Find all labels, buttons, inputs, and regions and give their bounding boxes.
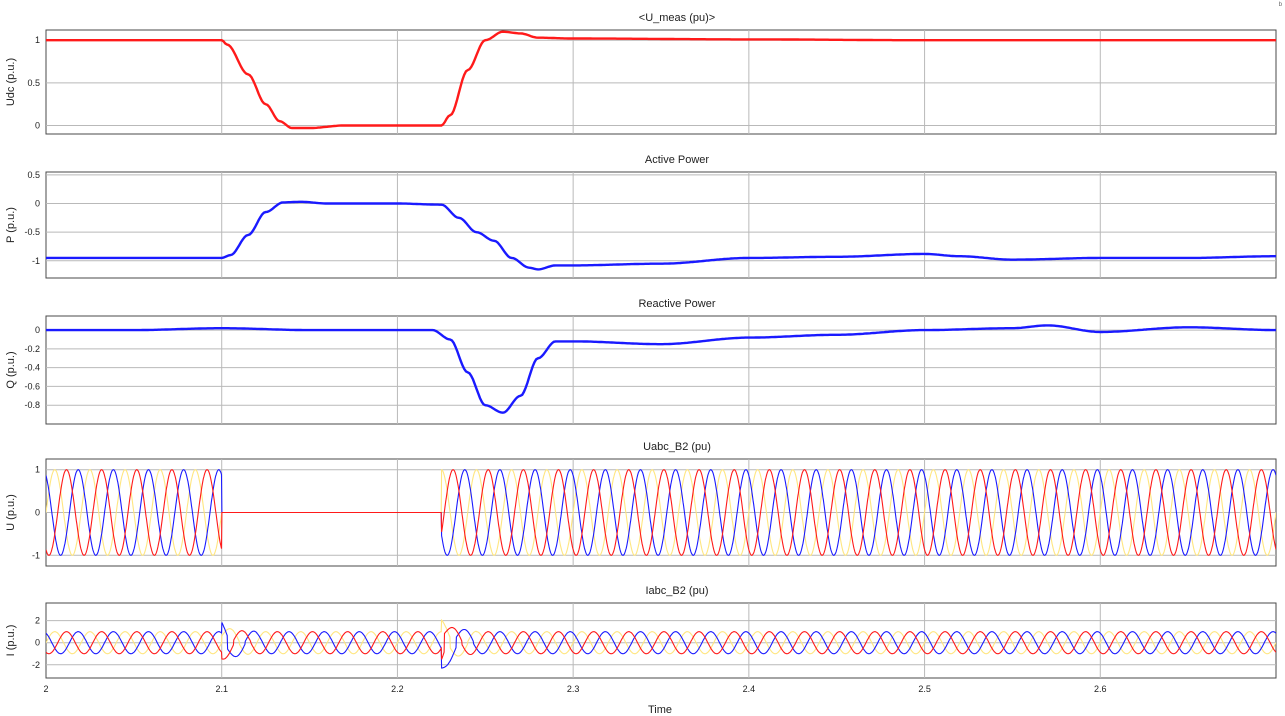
plot-area <box>45 602 1277 679</box>
x-tick-label: 2.3 <box>567 684 580 694</box>
y-tick-label: -0.5 <box>24 227 40 237</box>
phase-a-line <box>46 618 1276 657</box>
y-tick-label: -0.4 <box>24 363 40 373</box>
y-axis-label: P (p.u.) <box>5 207 17 243</box>
panel-uabc: -1 0 1 Uabc_B2 (pu) U (p.u.) <box>5 441 1277 567</box>
x-tick-label: 2.1 <box>215 684 228 694</box>
y-tick-label: 0 <box>35 508 40 518</box>
y-axis-label: Q (p.u.) <box>5 351 17 388</box>
y-axis-label: I (p.u.) <box>5 625 17 657</box>
y-tick-label: -1 <box>32 550 40 560</box>
y-tick-label: 0 <box>35 120 40 130</box>
y-tick-label: 0 <box>35 325 40 335</box>
panel-reactive-power: 0 -0.2 -0.4 -0.6 -0.8 Reactive Power Q (p.u.) <box>5 298 1277 425</box>
y-tick-label: -1 <box>32 256 40 266</box>
y-tick-label: -0.6 <box>24 381 40 391</box>
y-tick-label: 1 <box>35 465 40 475</box>
series-line <box>46 324 1276 414</box>
panel-active-power: -1 -0.5 0 0.5 Active Power P (p.u.) <box>5 154 1277 279</box>
panel-u-meas: 0 0.5 1 <U_meas (pu)> Udc (p.u.) <box>5 12 1277 135</box>
panel-title: Active Power <box>645 154 710 166</box>
phase-c-line <box>46 469 1276 556</box>
panel-iabc: 2 2.1 2.2 2.3 2.4 2.5 2.6 -2 0 2 Iabc_B2 (pu) I (p.… <box>5 585 1277 694</box>
plot-area <box>45 29 1277 135</box>
y-tick-label: 0 <box>35 199 40 209</box>
phase-c-line <box>46 626 1276 660</box>
x-axis-label: Time <box>648 704 672 716</box>
y-tick-label: 0.5 <box>27 170 40 180</box>
y-tick-label: 1 <box>35 35 40 45</box>
phase-b-line <box>46 622 1276 669</box>
y-axis-label: U (p.u.) <box>5 494 17 531</box>
x-tick-label: 2 <box>43 684 48 694</box>
y-axis-label: Udc (p.u.) <box>5 58 17 106</box>
panel-title: Reactive Power <box>638 298 715 310</box>
panel-title: Iabc_B2 (pu) <box>646 585 709 597</box>
x-tick-label: 2.2 <box>391 684 404 694</box>
panel-title: <U_meas (pu)> <box>639 12 715 24</box>
x-tick-label: 2.5 <box>918 684 931 694</box>
x-tick-label: 2.4 <box>743 684 756 694</box>
plot-area <box>45 171 1277 279</box>
plot-area <box>45 315 1277 425</box>
series-line <box>46 200 1276 271</box>
y-tick-label: 2 <box>35 616 40 626</box>
series-line <box>46 30 1276 130</box>
y-tick-label: 0.5 <box>27 78 40 88</box>
x-tick-label: 2.6 <box>1094 684 1107 694</box>
y-tick-label: -2 <box>32 660 40 670</box>
y-tick-label: -0.2 <box>24 344 40 354</box>
panel-title: Uabc_B2 (pu) <box>643 441 711 453</box>
y-tick-label: -0.8 <box>24 400 40 410</box>
corner-mark: ᵇ <box>1278 0 1282 10</box>
y-tick-label: 0 <box>35 638 40 648</box>
